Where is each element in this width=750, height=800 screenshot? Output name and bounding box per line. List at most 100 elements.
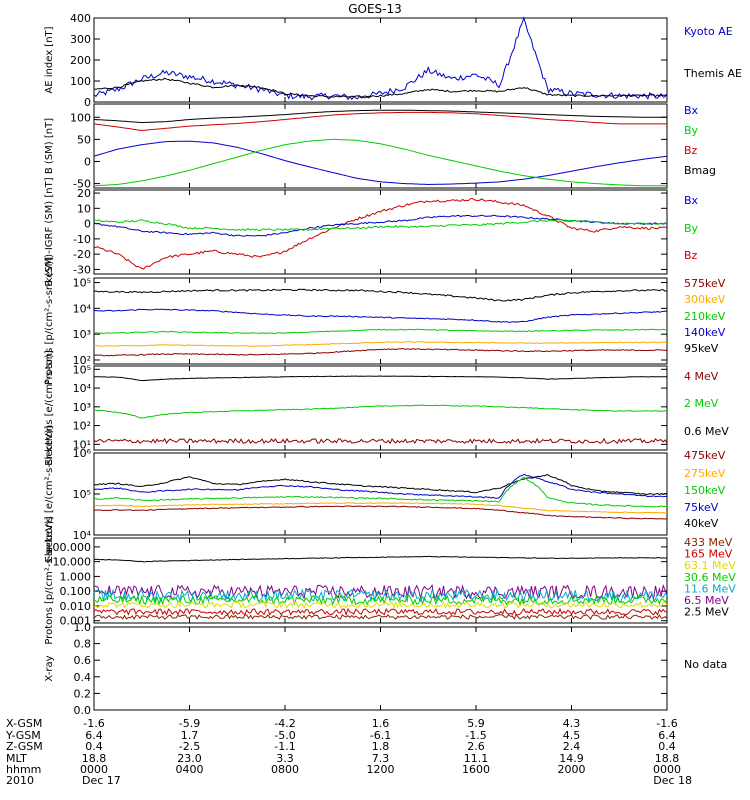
series-line-575kev [93,347,668,357]
y-tick-label: 400 [70,12,91,25]
x-axis-value: -5.0 [274,729,295,742]
x-axis-value: -2.5 [179,740,200,753]
x-row-label: hhmm [6,763,41,776]
y-axis-label: B (SM) [nT] [44,118,55,174]
series-line-275kev [93,502,668,514]
x-axis-value: 6.4 [658,729,676,742]
x-row-label: 2010 [6,774,34,787]
y-tick-label: 20 [77,187,91,200]
y-tick-label: 10⁴ [73,382,92,395]
series-line-11-6-mev [93,587,668,604]
chart-title: GOES-13 [348,2,402,16]
legend-entry: By [684,124,699,137]
y-tick-label: 0.8 [74,638,92,651]
legend-entry: 30.6 MeV [684,571,736,584]
y-tick-label: 0 [84,155,91,168]
legend-entry: 433 MeV [684,536,733,549]
series-line-by [93,138,667,187]
series-line-140kev [93,308,668,323]
x-axis-value: 4.3 [563,717,581,730]
y-tick-label: 10⁵ [73,488,91,501]
x-axis-value: 1200 [367,763,395,776]
x-row-label: Z-GSM [6,740,43,753]
legend-entry: 4 MeV [684,370,719,383]
y-tick-label: -30 [73,263,91,276]
legend-entry: 150keV [684,484,726,497]
legend-entry: 0.6 MeV [684,425,729,438]
y-tick-label: 10² [73,354,91,367]
x-axis-value: 0.4 [85,740,103,753]
x-axis-value: Dec 18 [653,774,692,787]
x-axis-value: 6.4 [85,729,103,742]
series-line-75kev [93,473,668,499]
panel-frame-6 [93,452,668,536]
y-tick-label: 10⁴ [73,529,92,542]
x-axis-value: -1.6 [656,717,677,730]
x-axis-value: 0.4 [658,740,676,753]
series-line-bx [93,140,668,186]
y-tick-label: 0.001 [60,615,92,628]
y-tick-label: -20 [73,248,91,261]
legend-entry: Bz [684,144,698,157]
y-tick-label: 10 [77,202,91,215]
x-axis-value: 0000 [80,763,108,776]
y-tick-label: 300 [70,33,91,46]
series-line-by [93,219,668,232]
series-line-165-mev [93,607,668,617]
x-axis-value: -1.5 [465,729,486,742]
panel-frame-2 [93,103,668,189]
y-axis-label: Protons [p/(cm²-s-sr-keV)] [44,257,55,385]
x-row-label: Y-GSM [5,729,41,742]
x-axis-value: Dec 17 [82,774,121,787]
series-line-210kev [94,328,668,335]
y-tick-label: 10³ [73,328,91,341]
y-tick-label: -50 [73,178,91,191]
series-line-475kev [93,505,668,520]
legend-entry: 2 MeV [684,397,719,410]
y-tick-label: 0.0 [74,704,92,717]
y-axis-label: Electrons [e/(cm²-s-sr-keV)] [44,425,55,562]
x-axis-value: 11.1 [464,752,489,765]
series-line-bx [93,214,668,237]
y-tick-label: 0.4 [74,671,92,684]
series-line-bz [93,197,668,270]
legend-entry: No data [684,658,727,671]
legend-entry: Bx [684,104,699,117]
x-axis-value: 0400 [176,763,204,776]
y-tick-label: 10³ [73,401,91,414]
series-line-2-5-mev [93,555,668,563]
x-axis-value: 14.9 [559,752,584,765]
y-tick-label: 200 [70,54,91,67]
y-tick-label: 0 [84,96,91,109]
series-line-95kev [93,288,668,302]
series-line-bz [93,111,667,132]
legend-entry: 40keV [684,517,719,530]
legend-entry: 2.5 MeV [684,606,729,619]
x-axis-value: -4.2 [274,717,295,730]
x-axis-value: -1.1 [274,740,295,753]
x-axis-value: 0800 [271,763,299,776]
legend-entry: Bz [684,249,698,262]
y-tick-label: 10⁶ [73,447,92,460]
legend-entry: 300keV [684,293,726,306]
series-line-0-6-mev [93,375,668,382]
y-tick-label: 0.2 [74,687,92,700]
legend-entry: Bx [684,194,699,207]
y-tick-label: 100 [70,75,91,88]
x-axis-value: -1.6 [83,717,104,730]
y-tick-label: 10⁴ [73,302,92,315]
legend-entry: 210keV [684,310,726,323]
series-line-150kev [93,476,668,508]
x-axis-value: 2000 [558,763,586,776]
x-axis-value: 2.6 [467,740,485,753]
x-axis-value: 23.0 [177,752,202,765]
legend-entry: 575keV [684,277,726,290]
y-tick-label: 0.6 [74,654,92,667]
y-tick-label: 0.010 [60,600,92,613]
panel-frame-8 [93,626,668,711]
legend-entry: Bmag [684,164,716,177]
legend-entry: 475keV [684,449,726,462]
x-row-label: MLT [6,752,27,765]
y-axis-label: Protons [p/(cm²-s-sr-keV)] [44,516,55,644]
